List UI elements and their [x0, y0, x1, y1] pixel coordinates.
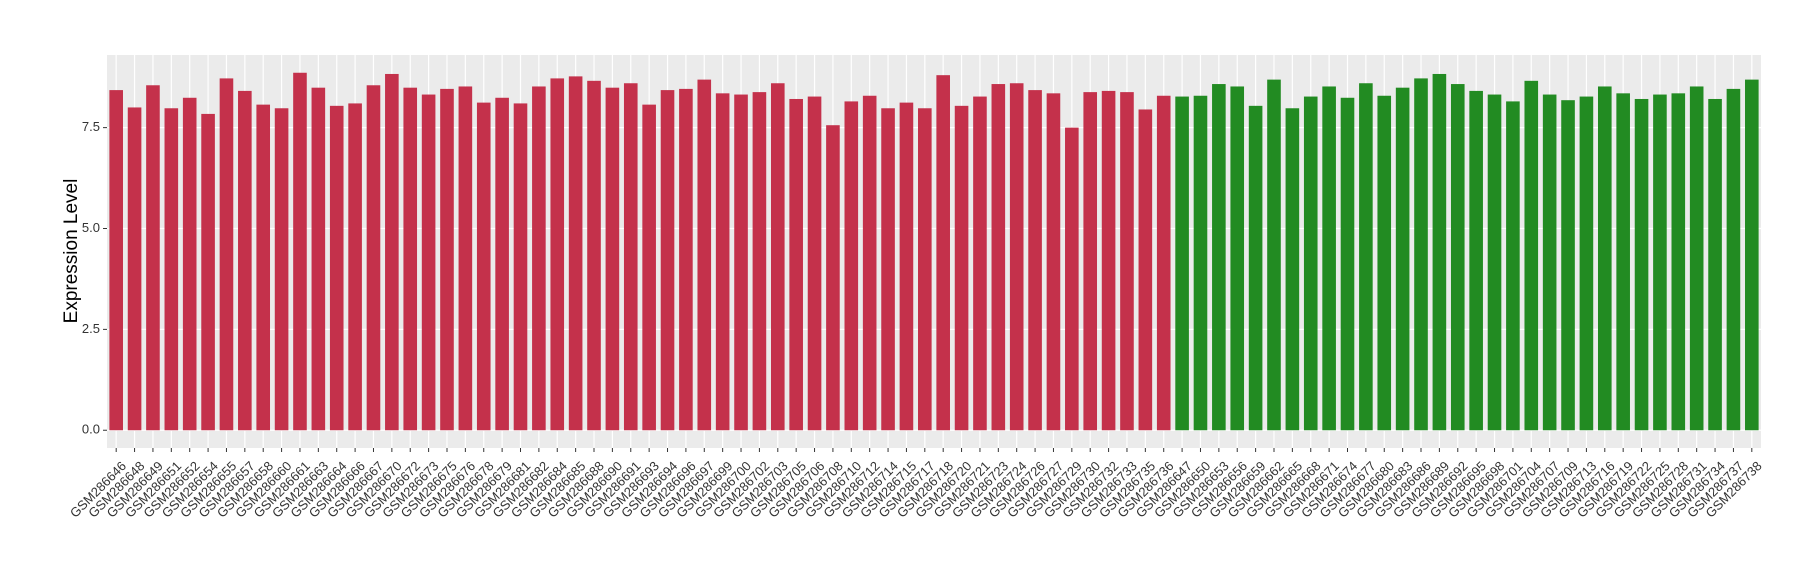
bar — [1597, 86, 1612, 431]
bar — [1083, 92, 1098, 431]
bar — [329, 105, 344, 431]
bar — [770, 83, 785, 431]
bar — [1212, 84, 1226, 431]
bar — [238, 90, 252, 431]
bar — [1156, 95, 1171, 431]
bar — [550, 78, 565, 431]
bar — [201, 113, 215, 431]
bar — [844, 101, 859, 431]
bar — [458, 86, 473, 431]
bar — [109, 90, 123, 431]
bar — [256, 104, 271, 431]
bar — [219, 78, 234, 431]
bar — [146, 85, 160, 431]
bar — [1689, 86, 1704, 431]
bar — [1524, 80, 1539, 431]
bar — [752, 92, 767, 431]
bar — [1469, 90, 1483, 431]
bar — [1175, 96, 1189, 431]
bar — [1616, 93, 1630, 431]
bar — [1542, 94, 1557, 431]
y-tick-label: 7.5 — [82, 119, 100, 134]
bar — [1671, 93, 1686, 431]
bar — [1634, 98, 1649, 431]
bar — [311, 87, 326, 431]
bar — [1138, 109, 1153, 431]
bar — [1395, 87, 1410, 431]
bar — [1009, 83, 1024, 431]
plot-panel — [107, 55, 1761, 448]
bar — [1561, 100, 1575, 431]
bar — [587, 80, 601, 431]
bar — [1506, 101, 1520, 431]
bar — [991, 84, 1006, 431]
bar — [274, 108, 289, 431]
bar — [532, 86, 546, 431]
bar — [513, 103, 528, 431]
bar — [697, 79, 712, 431]
y-axis-title: Expression Level — [61, 179, 82, 324]
y-tick-label: 2.5 — [82, 321, 100, 336]
bar — [1230, 86, 1245, 431]
bar — [495, 97, 509, 431]
bar — [293, 72, 307, 431]
bar — [1708, 98, 1722, 431]
bar — [789, 98, 803, 431]
bar — [1120, 92, 1134, 431]
bar — [1248, 105, 1263, 431]
bar — [899, 102, 914, 431]
bar — [127, 107, 142, 431]
bar — [881, 108, 895, 431]
bar — [1414, 78, 1428, 431]
bar — [973, 96, 987, 431]
bar — [1193, 95, 1208, 431]
bar — [807, 96, 822, 431]
bar — [826, 125, 840, 431]
bar — [348, 103, 362, 431]
bar — [1745, 79, 1759, 431]
bar — [1322, 86, 1336, 431]
bar — [1579, 96, 1594, 431]
bar — [1267, 79, 1281, 431]
bar — [403, 87, 418, 431]
bar — [568, 76, 583, 431]
bar — [623, 83, 638, 431]
bar — [1028, 90, 1042, 431]
bar — [918, 108, 932, 431]
y-tick-label: 0.0 — [82, 422, 100, 437]
bar — [1303, 96, 1318, 431]
bar — [1377, 95, 1392, 431]
bar — [1340, 97, 1355, 431]
bar — [1285, 108, 1300, 431]
bar — [642, 104, 656, 431]
bar — [476, 102, 491, 431]
bar — [936, 75, 950, 431]
bar — [366, 85, 381, 431]
bar — [182, 97, 197, 431]
bar — [164, 108, 179, 431]
bar — [1046, 93, 1061, 431]
bar — [1726, 88, 1741, 431]
bar — [1359, 83, 1373, 431]
bar — [862, 95, 877, 431]
bar — [660, 90, 675, 431]
bar — [1065, 127, 1079, 431]
bar — [715, 93, 730, 431]
bar — [734, 94, 748, 431]
bar — [679, 88, 693, 431]
bar — [440, 88, 454, 431]
bar — [1487, 94, 1502, 431]
bar — [1653, 94, 1667, 431]
y-tick-label: 5.0 — [82, 220, 100, 235]
bar — [1101, 90, 1116, 431]
bar — [605, 87, 620, 431]
bar — [954, 105, 969, 431]
bar — [385, 73, 399, 431]
bar — [421, 94, 436, 431]
bar — [1450, 84, 1465, 431]
bar — [1432, 73, 1447, 431]
